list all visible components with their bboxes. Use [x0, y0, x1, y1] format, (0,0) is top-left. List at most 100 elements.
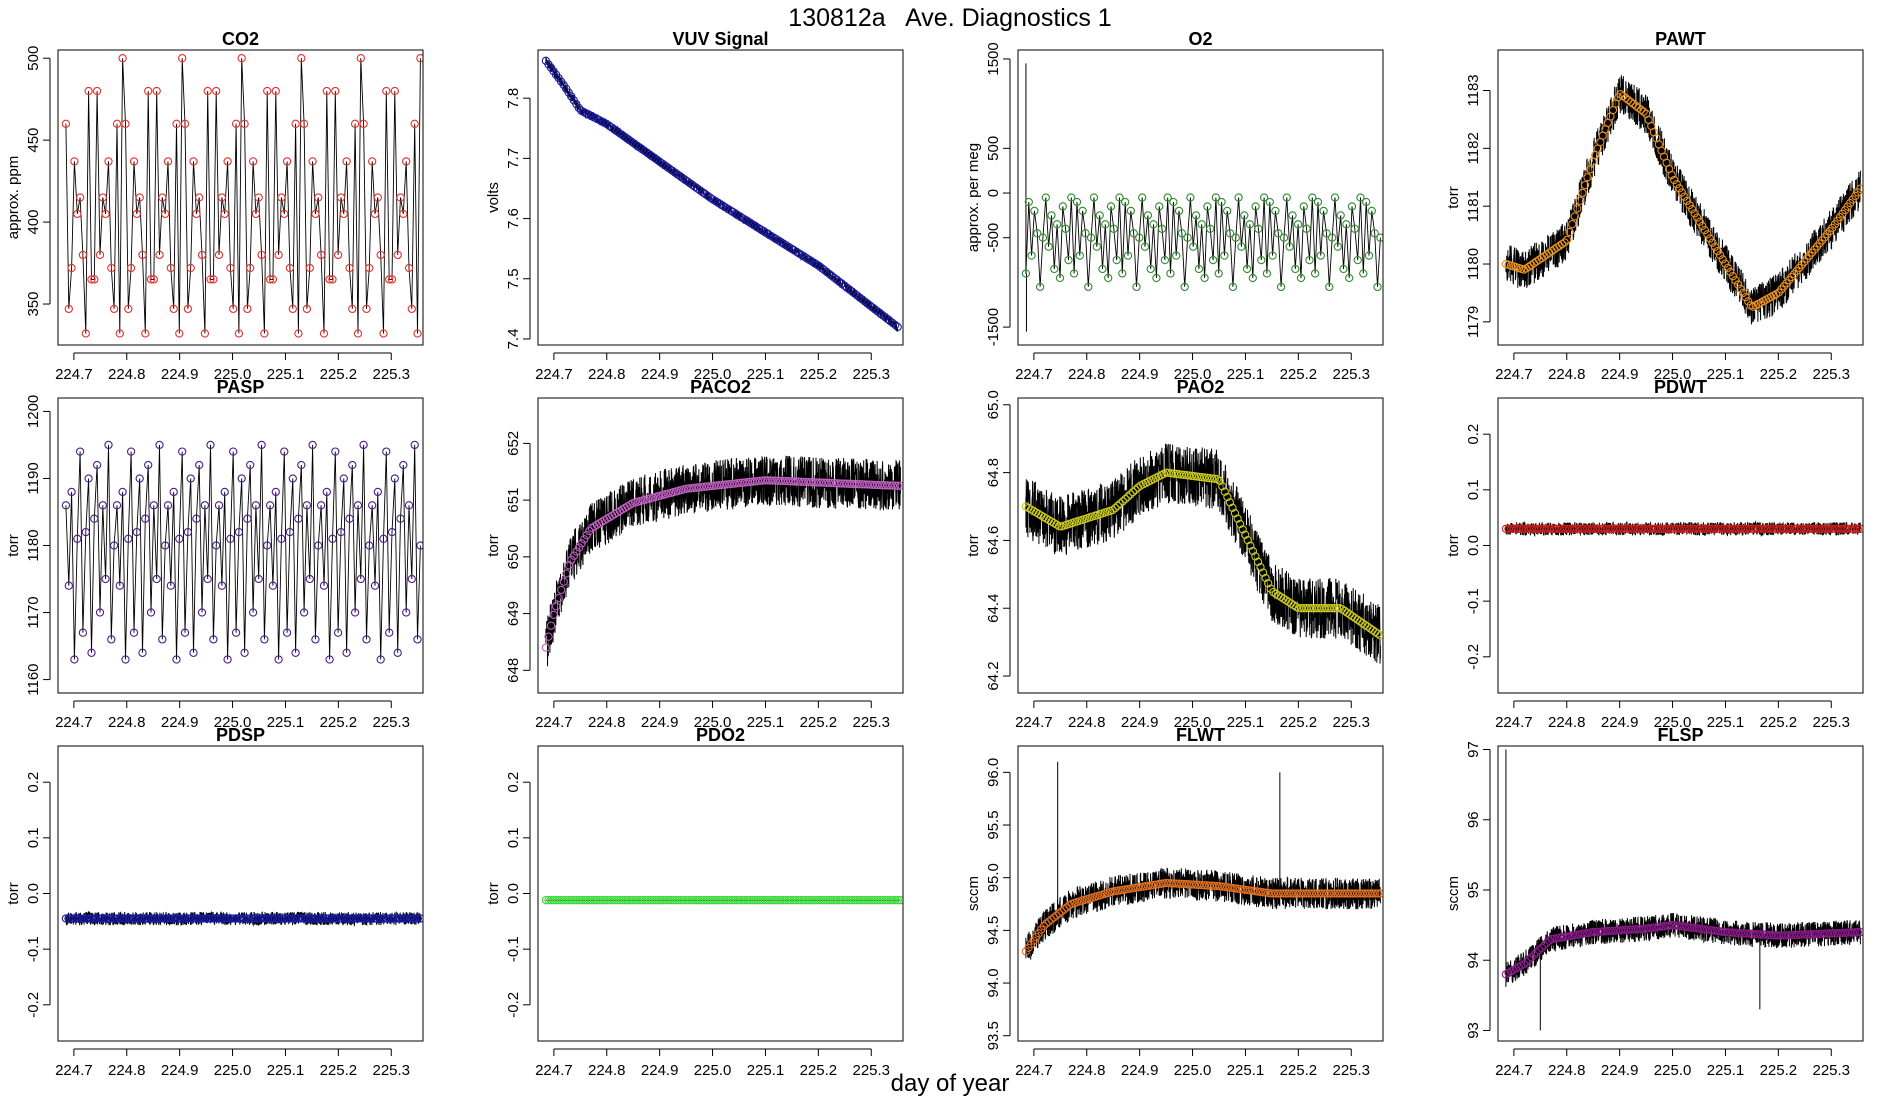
pasp-ylabel: torr [5, 534, 22, 557]
o2-point [1370, 229, 1379, 238]
o2-point [1347, 202, 1357, 211]
paco2-point [572, 547, 581, 556]
o2-point [1172, 251, 1181, 260]
pawt-point [1705, 234, 1715, 243]
pao2-ytick-label: 64.6 [985, 526, 1002, 555]
pao2-xtick-label: 225.1 [1227, 714, 1265, 731]
o2-point [1208, 255, 1218, 265]
pasp-point [163, 501, 173, 510]
pasp-point [129, 628, 139, 637]
pasp-point [175, 534, 184, 543]
o2-point [1035, 282, 1045, 292]
co2-point [144, 86, 153, 96]
pasp-point [325, 655, 334, 664]
o2-point [1245, 220, 1255, 229]
co2-point [294, 329, 303, 338]
vuv-title: VUV Signal [672, 29, 768, 49]
o2-point [1050, 264, 1059, 274]
pasp-point [61, 501, 71, 510]
pasp-point [393, 648, 402, 657]
o2-point [1067, 193, 1076, 202]
pasp-point [107, 635, 116, 644]
pdo2-xtick-label: 224.7 [535, 1062, 573, 1079]
paco2-point [559, 577, 568, 586]
o2-point [1095, 211, 1104, 220]
pawt-ytick-label: 1179 [1465, 306, 1482, 338]
co2-point [186, 263, 195, 273]
pawt-point [1672, 180, 1681, 189]
o2-point [1194, 264, 1204, 274]
pasp-point [282, 628, 292, 637]
o2-point [1259, 193, 1269, 202]
o2-point [1367, 206, 1376, 216]
pawt-point [1636, 105, 1646, 114]
pasp-point [387, 527, 397, 537]
pasp-point [226, 534, 235, 543]
pdo2-xtick-label: 225.2 [800, 1062, 838, 1079]
pao2-point [1264, 579, 1273, 588]
o2-point [1322, 229, 1331, 238]
flsp-point [1659, 922, 1669, 931]
pawt-point [1677, 188, 1687, 197]
pawt-point [1560, 238, 1569, 247]
pdsp-plot-frame [57, 745, 424, 1042]
co2-point [402, 157, 411, 166]
o2-point [1041, 193, 1050, 202]
pasp-point [84, 474, 93, 483]
o2-point [1308, 193, 1317, 202]
flwt-data [1021, 761, 1383, 960]
pawt-point [1721, 259, 1730, 268]
pasp-point [180, 628, 190, 637]
o2-point [1362, 197, 1371, 207]
pdwt-xtick-label: 224.7 [1495, 714, 1533, 731]
o2-point [1121, 197, 1130, 207]
o2-point [1248, 273, 1257, 283]
figure-title: 130812a Ave. Diagnostics 1 [788, 4, 1112, 32]
pasp-point [322, 487, 331, 497]
o2-point [1330, 193, 1340, 202]
pasp-point [280, 447, 289, 456]
co2-point [172, 119, 181, 128]
flsp-point [1534, 945, 1544, 955]
o2-point [1206, 224, 1215, 233]
paco2-point [562, 569, 571, 578]
pao2-point [1108, 505, 1117, 515]
pasp-point [339, 474, 348, 483]
o2-point [1044, 242, 1053, 251]
pasp-point [87, 648, 96, 657]
flsp-raw-trace [1505, 912, 1861, 987]
o2-point [1047, 211, 1056, 220]
paco2-point [704, 482, 714, 491]
co2-point [229, 304, 238, 314]
pdwt-xtick-label: 225.3 [1812, 714, 1850, 731]
pao2-point [1241, 530, 1250, 539]
vuv-point [891, 320, 900, 330]
pawt-point [1715, 251, 1725, 260]
o2-point [1237, 242, 1246, 251]
vuv-xtick-label: 225.2 [800, 366, 838, 383]
flsp-ylabel: sccm [1445, 876, 1462, 911]
co2-ytick-label: 500 [25, 46, 42, 71]
flsp-panel: FLSP sccm 224.7 224.8 224.9 225.0 225.1 225.2 22… [1445, 725, 1864, 1079]
co2-point [393, 250, 402, 260]
pasp-point [404, 501, 414, 510]
pawt-point [1741, 292, 1750, 302]
co2-point [268, 275, 278, 284]
paco2-ylabel: torr [485, 534, 502, 557]
pao2-point [1126, 490, 1135, 499]
flsp-point [1519, 959, 1528, 969]
co2-panel: CO2 approx. ppm 224.7 224.8 224.9 225.0 225.1 2… [5, 29, 424, 383]
co2-xtick-label: 224.9 [161, 366, 199, 383]
o2-point [1089, 193, 1099, 202]
pawt-raw-trace [1505, 75, 1861, 325]
pawt-point [1631, 101, 1641, 111]
o2-point [1186, 193, 1195, 202]
co2-point [311, 209, 320, 219]
co2-point [413, 329, 422, 338]
pawt-point [1713, 246, 1722, 256]
pdsp-point [413, 914, 422, 923]
paco2-xtick-label: 224.7 [535, 714, 573, 731]
paco2-plot-frame [537, 397, 904, 694]
co2-xtick-label: 224.7 [55, 366, 93, 383]
pdsp-panel: PDSP torr 224.7 224.8 224.9 225.0 225.1 225.2 22… [5, 725, 424, 1079]
